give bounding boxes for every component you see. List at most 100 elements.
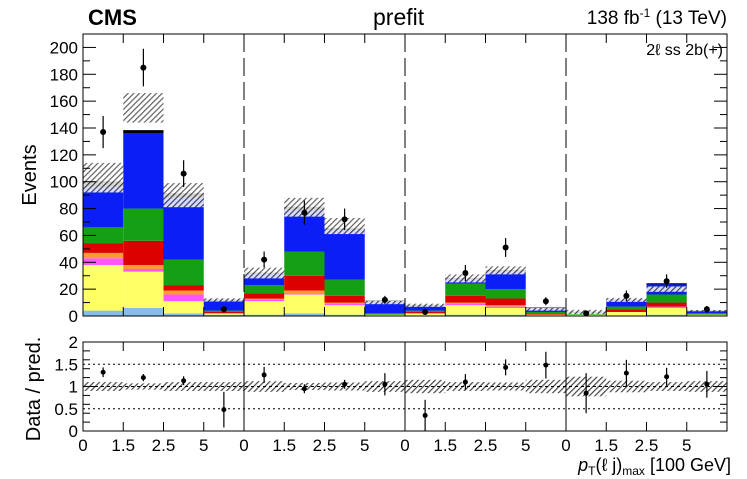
stack-bar-segment bbox=[163, 259, 204, 286]
stack-bar-segment bbox=[163, 285, 204, 291]
y-tick-label: 20 bbox=[59, 280, 78, 299]
uncertainty-band bbox=[123, 93, 164, 123]
ratio-point bbox=[140, 375, 146, 381]
data-points bbox=[100, 48, 710, 317]
stack-bar-segment bbox=[686, 314, 727, 316]
x-tick-label: 1.5 bbox=[272, 436, 296, 455]
stack-bar-segment bbox=[324, 279, 365, 296]
stack-bar-segment bbox=[485, 306, 526, 308]
stack-bar-segment bbox=[445, 302, 486, 304]
y-tick-label: 160 bbox=[50, 92, 78, 111]
ratio-y-tick-label: 0 bbox=[69, 422, 78, 441]
stack-bar-segment bbox=[163, 301, 204, 314]
ratio-points bbox=[100, 351, 710, 431]
data-point bbox=[261, 256, 268, 263]
data-point bbox=[422, 308, 429, 315]
x-tick-label: 1.5 bbox=[433, 436, 457, 455]
ratio-point bbox=[543, 362, 549, 368]
stack-bar-segment bbox=[284, 313, 325, 316]
data-point bbox=[462, 270, 469, 277]
stack-bar-segment bbox=[203, 314, 244, 316]
stack-bar-segment bbox=[163, 290, 204, 295]
y-tick-label: 120 bbox=[50, 146, 78, 165]
x-tick-label: 0 bbox=[78, 436, 87, 455]
stack-bar-segment bbox=[485, 314, 526, 316]
data-point bbox=[301, 209, 308, 216]
stack-bar-segment bbox=[606, 306, 647, 310]
ratio-point bbox=[583, 390, 589, 396]
y-tick-label: 80 bbox=[59, 200, 78, 219]
x-tick-label: 5 bbox=[199, 436, 208, 455]
stack-bar-segment bbox=[284, 290, 325, 294]
category-label: 2ℓ ss 2b(+) bbox=[646, 42, 723, 59]
data-point bbox=[140, 64, 147, 71]
ratio-point bbox=[221, 407, 227, 413]
upper-panel: 0 20 40 60 80 100 120 140 160 180 200 bbox=[50, 33, 728, 326]
lower-ylabel: Data / pred. bbox=[23, 337, 45, 442]
prefit-label: prefit bbox=[373, 4, 425, 30]
stack-bar-segment bbox=[485, 305, 526, 307]
ratio-point bbox=[100, 369, 106, 375]
stack-bar-segment bbox=[83, 243, 124, 253]
lumi-label: 138 fb-1 (13 TeV) bbox=[587, 6, 727, 29]
stack-bar-segment bbox=[606, 299, 647, 307]
data-point bbox=[663, 278, 670, 285]
stack-bar-segment bbox=[123, 307, 164, 316]
x-tick-label: 2.5 bbox=[313, 436, 337, 455]
stack-bar-segment bbox=[163, 294, 204, 302]
stack-bar-segment bbox=[83, 252, 124, 259]
stack-bar-segment bbox=[364, 313, 405, 315]
uncertainty-band bbox=[203, 298, 244, 302]
data-point bbox=[381, 296, 388, 303]
ratio-point bbox=[342, 381, 348, 387]
ratio-point bbox=[181, 378, 187, 384]
stack-bar-segment bbox=[525, 311, 566, 314]
y-tick-label: 200 bbox=[50, 38, 78, 57]
stack-bar-segment bbox=[485, 307, 526, 315]
ratio-y-tick-label: 2 bbox=[69, 333, 78, 352]
uncertainty-band bbox=[163, 183, 204, 208]
y-tick-label: 40 bbox=[59, 253, 78, 272]
stack-bar-segment bbox=[284, 275, 325, 291]
stack-bar-segment bbox=[203, 313, 244, 315]
stack-bar-segment bbox=[445, 305, 486, 315]
stack-bar-segment bbox=[163, 197, 204, 260]
stack-bar-segment bbox=[646, 302, 687, 307]
x-tick-label: 2.5 bbox=[474, 436, 498, 455]
stack-bar-segment bbox=[244, 293, 285, 299]
y-tick-label: 140 bbox=[50, 119, 78, 138]
ratio-point bbox=[623, 370, 629, 376]
stack-bar-segment bbox=[83, 227, 124, 244]
stack-bar-segment bbox=[244, 314, 285, 316]
ratio-point bbox=[301, 386, 307, 392]
stack-bar-segment bbox=[445, 314, 486, 316]
x-tick-label: 5 bbox=[682, 436, 691, 455]
data-point bbox=[542, 298, 549, 305]
uncertainty-band bbox=[244, 267, 285, 279]
x-tick-label: 0 bbox=[400, 436, 409, 455]
stack-bar-segment bbox=[364, 301, 405, 314]
data-point bbox=[341, 216, 348, 223]
stack-bars bbox=[83, 130, 727, 316]
stack-bar-segment bbox=[646, 314, 687, 316]
stack-bar-segment bbox=[324, 230, 365, 280]
stack-bar-segment bbox=[203, 311, 244, 314]
stack-bar-segment bbox=[123, 208, 164, 241]
stack-bar-segment bbox=[123, 133, 164, 209]
stack-bar-segment bbox=[203, 299, 244, 311]
stack-bar-segment bbox=[485, 289, 526, 299]
ratio-point bbox=[503, 364, 509, 370]
uncertainty-band bbox=[83, 162, 124, 193]
ratio-point bbox=[261, 372, 267, 378]
stack-bar-segment bbox=[83, 187, 124, 228]
ratio-point bbox=[422, 412, 428, 418]
y-tick-label: 60 bbox=[59, 226, 78, 245]
stack-bar-segment bbox=[646, 306, 687, 308]
x-tick-label: 5 bbox=[521, 436, 530, 455]
x-tick-label: 0 bbox=[239, 436, 248, 455]
stack-bar-segment bbox=[123, 264, 164, 269]
stack-bar-segment bbox=[324, 305, 365, 315]
x-tick-label: 2.5 bbox=[635, 436, 659, 455]
stack-bar-segment bbox=[525, 313, 566, 315]
